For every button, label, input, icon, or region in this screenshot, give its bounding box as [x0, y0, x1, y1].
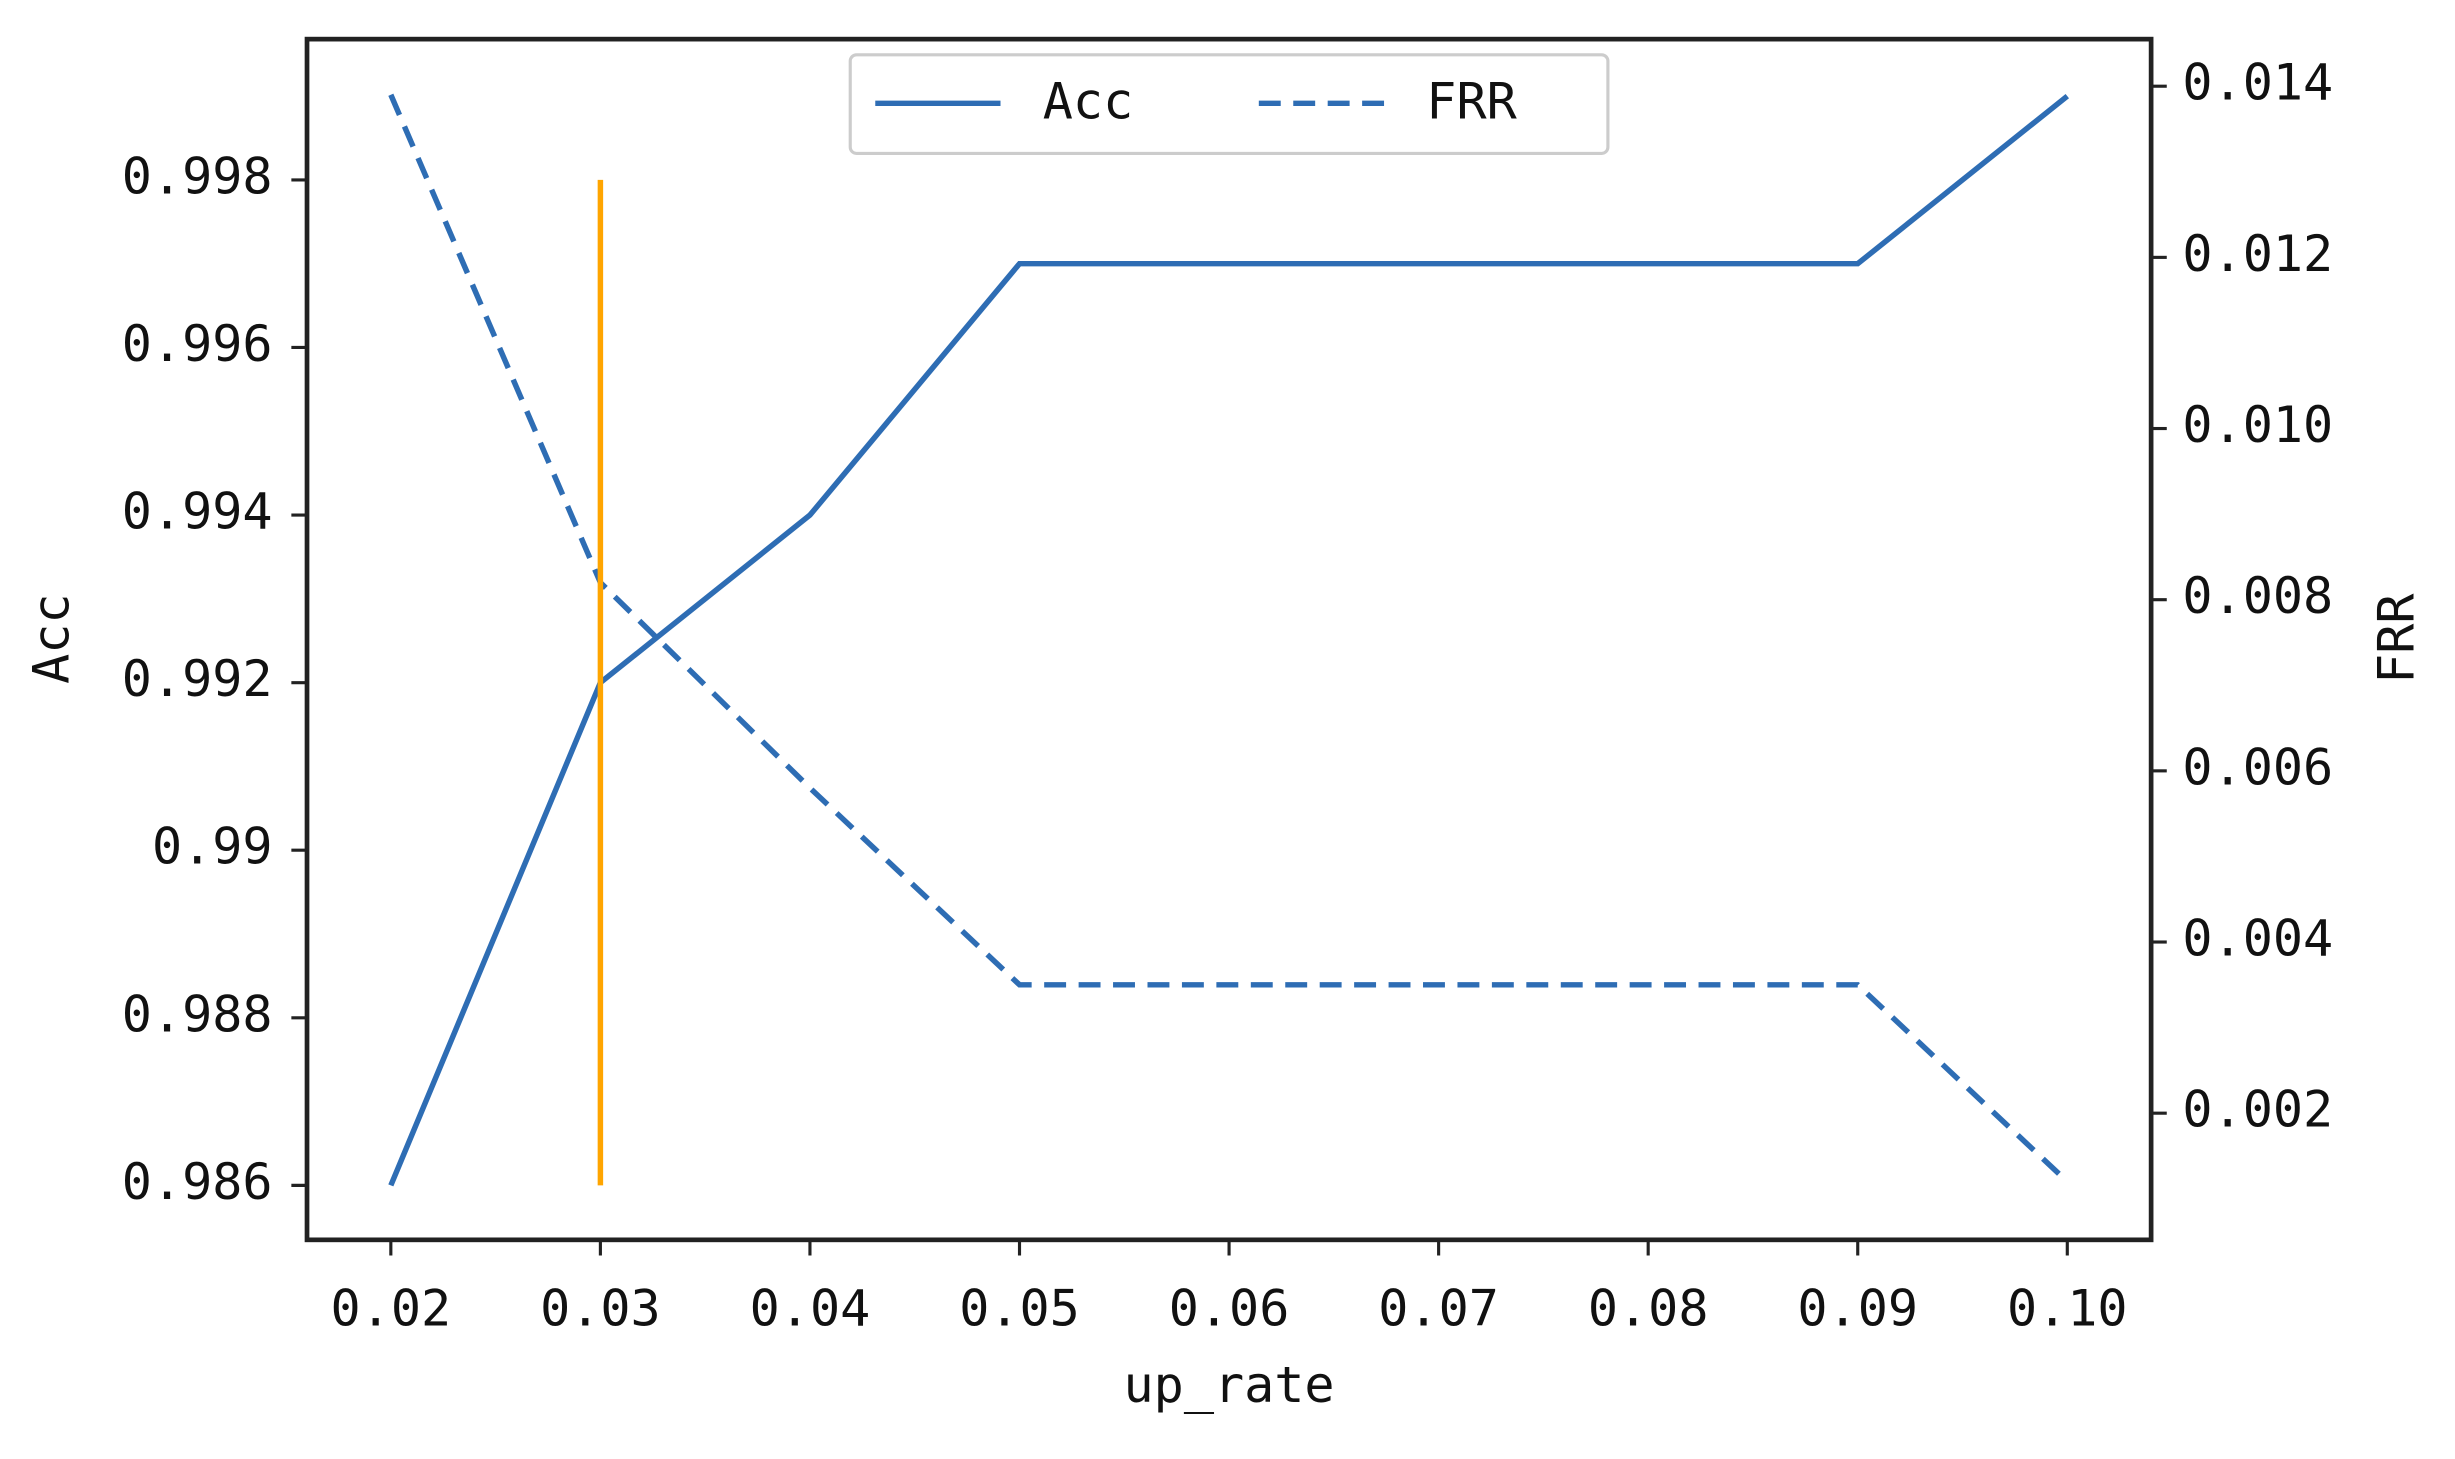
y2-tick-label: 0.012	[2182, 225, 2333, 283]
x-tick-label: 0.05	[959, 1279, 1080, 1337]
y2-tick-label: 0.014	[2182, 54, 2333, 112]
y2-tick-label: 0.004	[2182, 910, 2333, 968]
y2-tick-label: 0.002	[2182, 1081, 2333, 1139]
y2-tick-label: 0.010	[2182, 396, 2333, 454]
y-tick-label: 0.986	[122, 1153, 273, 1211]
y2-tick-label: 0.006	[2182, 738, 2333, 796]
legend-label: Acc	[1043, 72, 1133, 130]
y2-axis-label: FRR	[2368, 593, 2426, 684]
y-tick-label: 0.99	[152, 818, 273, 876]
x-tick-label: 0.10	[2007, 1279, 2128, 1337]
y-tick-label: 0.994	[122, 483, 273, 541]
legend-box	[848, 53, 1610, 155]
x-axis-label: up_rate	[1124, 1356, 1335, 1414]
y-tick-label: 0.998	[122, 147, 273, 205]
legend-label: FRR	[1426, 72, 1517, 130]
data-line	[388, 93, 2070, 1184]
data-line	[388, 93, 2069, 1187]
y-tick-label: 0.992	[122, 650, 273, 708]
x-tick-label: 0.07	[1378, 1279, 1499, 1337]
y2-tick-label: 0.008	[2182, 567, 2333, 625]
x-tick-label: 0.09	[1797, 1279, 1918, 1337]
x-tick-label: 0.03	[540, 1279, 661, 1337]
plot-frame	[304, 36, 2154, 1243]
x-tick-label: 0.06	[1169, 1279, 1290, 1337]
x-tick-label: 0.02	[331, 1279, 452, 1337]
x-tick-label: 0.04	[750, 1279, 871, 1337]
y-axis-label: Acc	[22, 593, 80, 683]
y-tick-label: 0.988	[122, 985, 273, 1043]
x-tick-label: 0.08	[1588, 1279, 1709, 1337]
y-tick-label: 0.996	[122, 315, 273, 373]
